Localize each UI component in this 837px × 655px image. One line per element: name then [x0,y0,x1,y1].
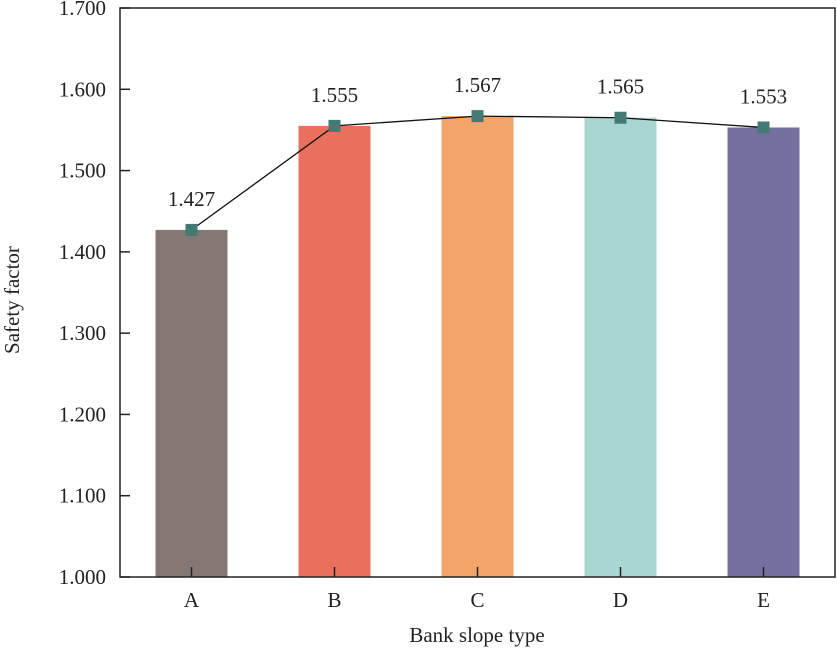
y-axis-label: Safety factor [0,246,24,354]
marker-A [185,223,198,236]
marker-B [328,119,341,132]
x-tick-label-D: D [613,588,628,612]
marker-C [471,110,484,123]
y-tick-label: 1.200 [59,402,106,426]
x-tick-label-A: A [184,588,200,612]
y-tick-label: 1.000 [59,565,106,589]
value-label-C: 1.567 [454,73,501,97]
y-tick-label: 1.700 [59,0,106,20]
y-tick-label: 1.100 [59,484,106,508]
bar-B [298,125,371,577]
x-tick-label-C: C [470,588,484,612]
value-label-E: 1.553 [740,84,787,108]
x-axis-label: Bank slope type [409,623,544,647]
value-label-D: 1.565 [597,75,644,99]
x-tick-label-B: B [327,588,341,612]
value-label-B: 1.555 [311,83,358,107]
y-tick-label: 1.500 [59,159,106,183]
bar-A [155,229,228,577]
bar-D [584,117,657,577]
y-tick-label: 1.300 [59,321,106,345]
marker-D [614,111,627,124]
value-label-A: 1.427 [168,187,215,211]
x-tick-label-E: E [757,588,770,612]
marker-E [757,121,770,134]
y-tick-label: 1.600 [59,77,106,101]
bar-C [441,116,514,578]
bar-E [727,127,800,578]
y-tick-label: 1.400 [59,240,106,264]
